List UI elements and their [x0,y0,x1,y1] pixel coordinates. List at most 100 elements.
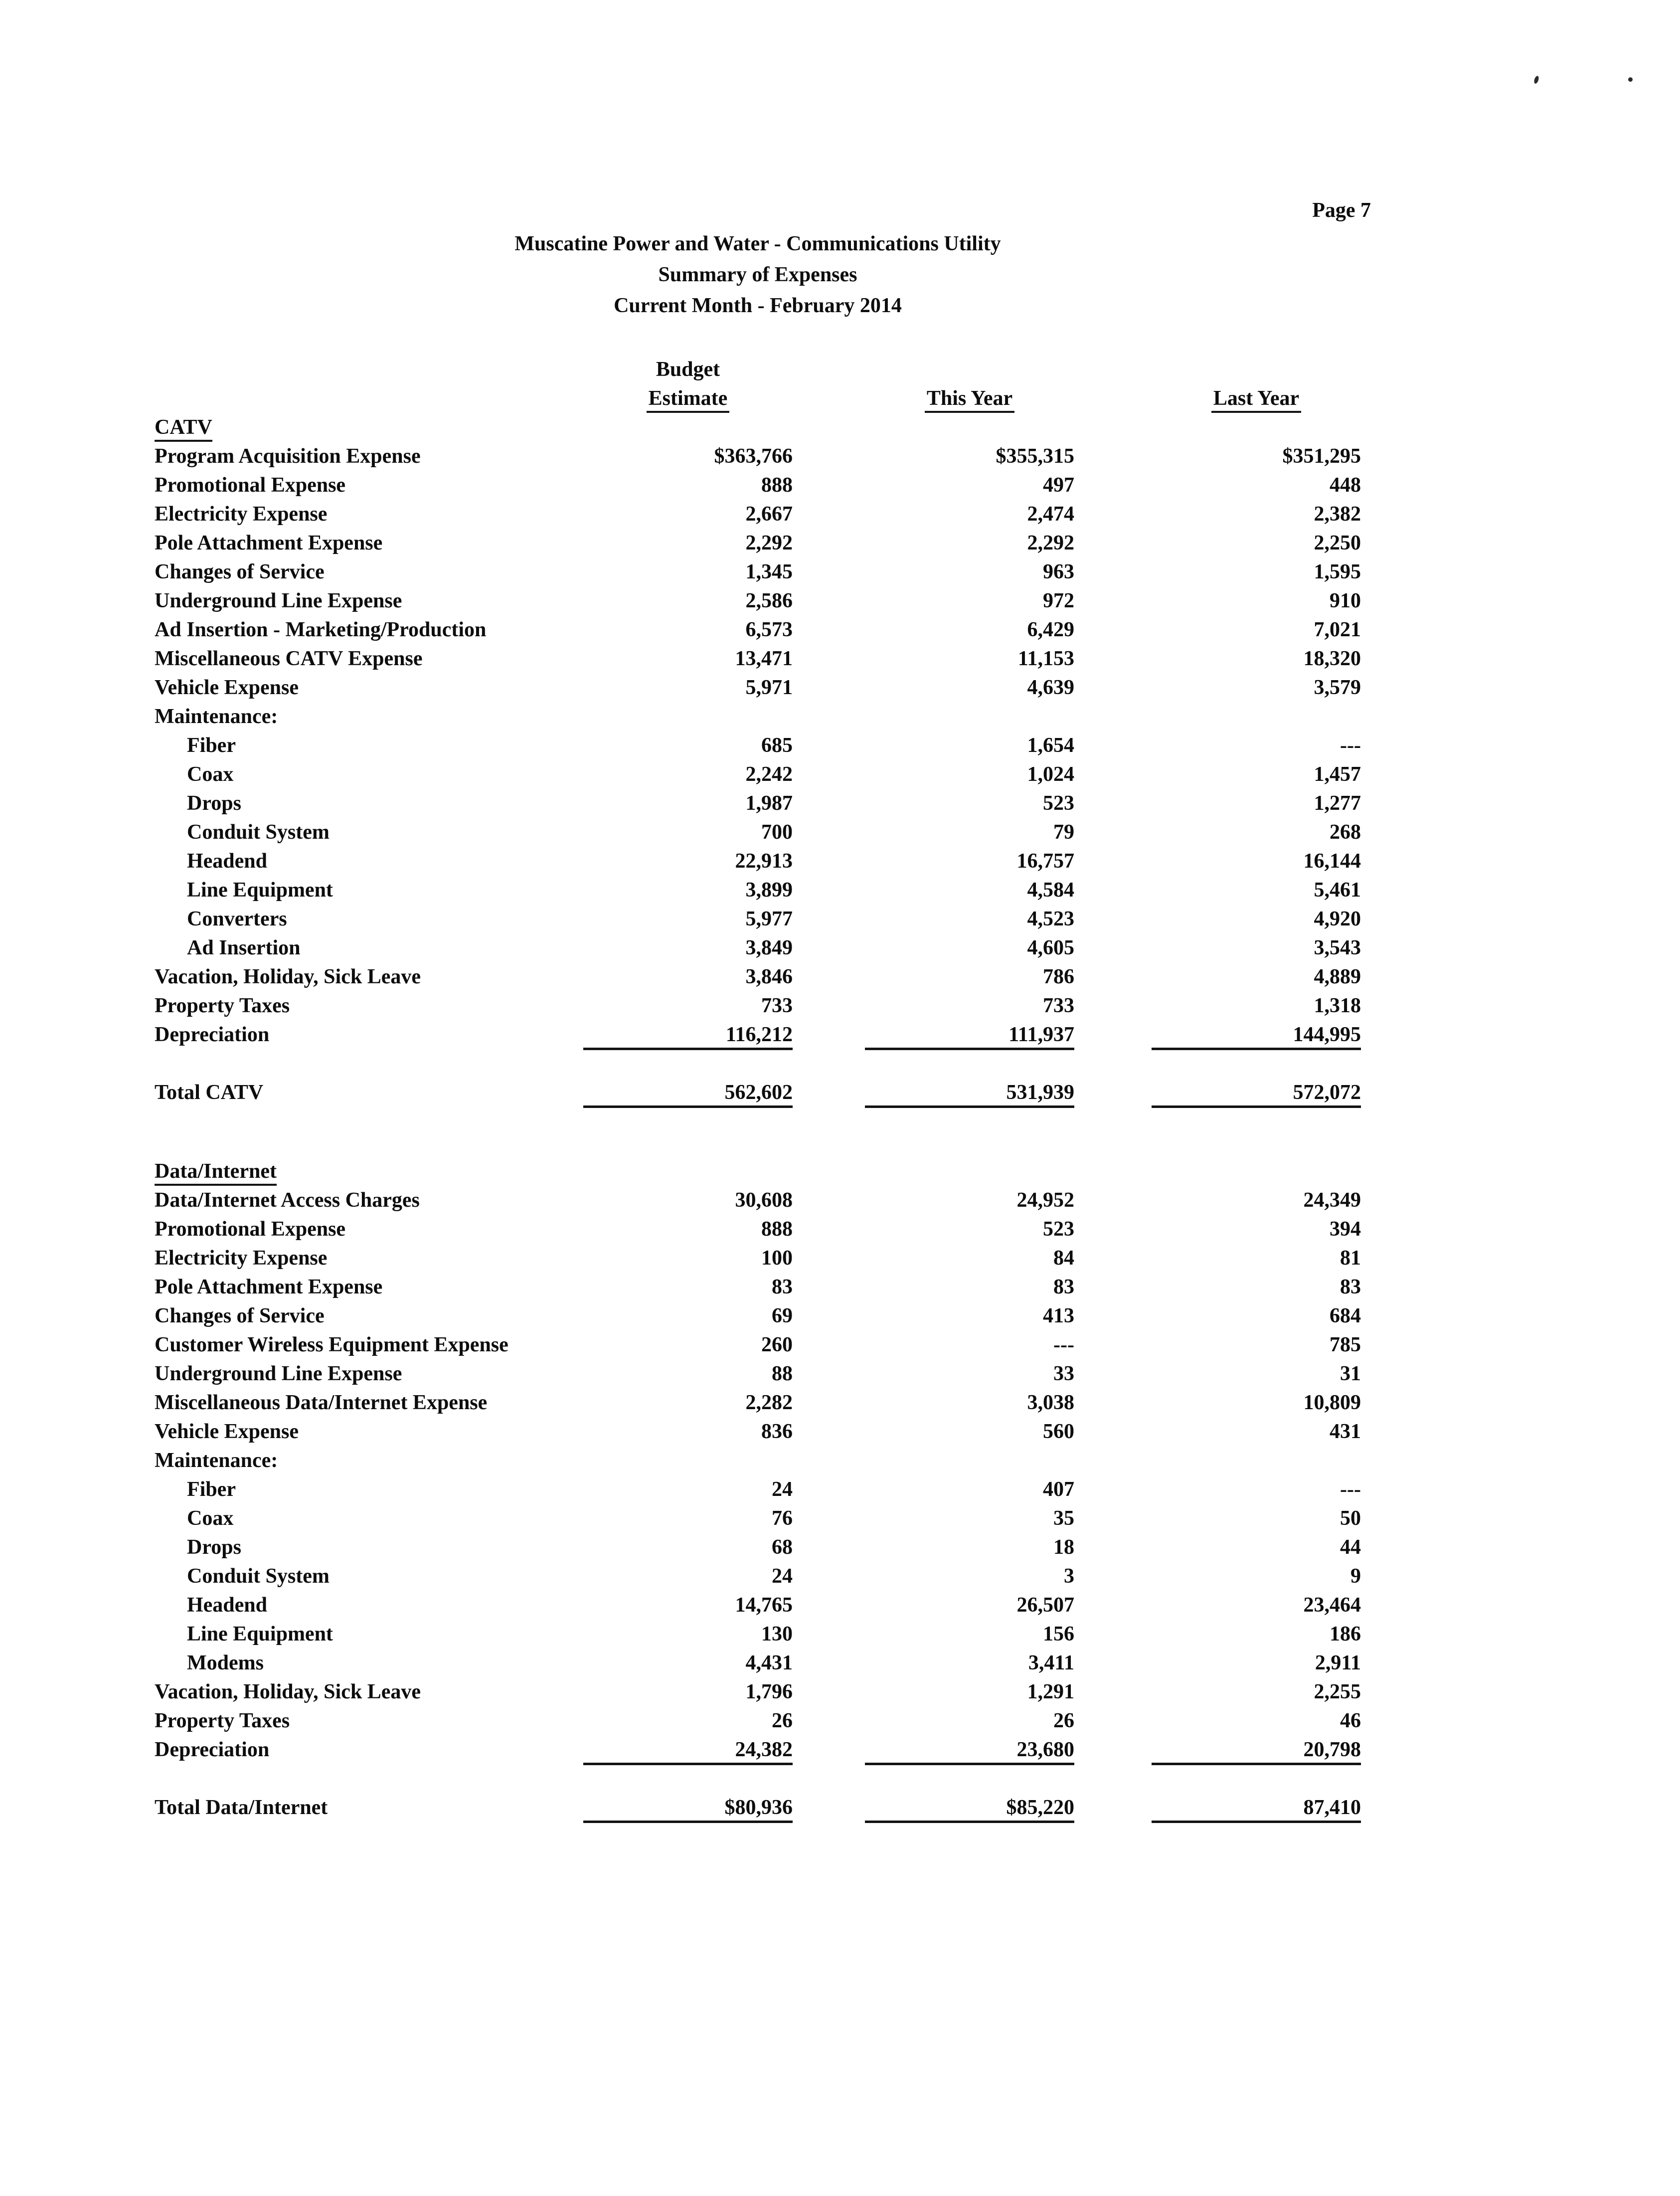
value-this-year: 1,291 [1027,1680,1075,1703]
row-label: Miscellaneous Data/Internet Expense [155,1391,488,1414]
table-row: Property Taxes 733 733 1,318 [155,991,1361,1020]
value-budget-estimate: 130 [761,1623,793,1646]
row-label: Headend [187,850,268,873]
table-row: Changes of Service 69 413 684 [155,1301,1361,1330]
row-label: Underground Line Expense [155,1362,402,1385]
value-last-year: 3,543 [1314,936,1361,959]
table-row: Fiber 24 407 --- [155,1475,1361,1504]
document-title-block: Muscatine Power and Water - Communicatio… [155,228,1361,321]
value-budget-estimate: $363,766 [714,445,793,468]
table-row: Modems 4,431 3,411 2,911 [155,1648,1361,1677]
value-budget-estimate: 100 [761,1247,793,1270]
row-label: Total Data/Internet [155,1796,328,1819]
value-last-year: 7,021 [1314,618,1361,641]
value-last-year: 1,277 [1314,792,1361,815]
value-budget-estimate: 1,796 [745,1680,793,1703]
value-this-year: 6,429 [1027,618,1075,641]
row-label: Electricity Expense [155,503,328,526]
value-this-year: $85,220 [865,1796,1074,1823]
value-last-year: 23,464 [1303,1594,1361,1617]
value-budget-estimate: 260 [761,1333,793,1356]
value-last-year: 16,144 [1303,850,1361,873]
total-row: Total Data/Internet $80,936 $85,220 87,410 [155,1793,1361,1823]
value-budget-estimate: $80,936 [583,1796,793,1823]
row-label: Vehicle Expense [155,1420,299,1443]
value-budget-estimate: 2,282 [745,1391,793,1414]
value-last-year: 46 [1340,1709,1361,1732]
value-last-year: --- [1340,734,1361,757]
value-last-year: 83 [1340,1276,1361,1298]
row-label: Promotional Expense [155,474,346,497]
row-label: Coax [187,1507,234,1530]
value-this-year: 786 [1043,965,1074,988]
value-this-year: 531,939 [865,1081,1074,1108]
value-this-year: 156 [1043,1623,1074,1646]
table-row: Coax 76 35 50 [155,1504,1361,1533]
table-row: Conduit System 24 3 9 [155,1562,1361,1591]
table-row: Headend 14,765 26,507 23,464 [155,1591,1361,1620]
table-row: Ad Insertion 3,849 4,605 3,543 [155,933,1361,962]
value-budget-estimate: 2,242 [745,763,793,786]
value-budget-estimate: 685 [761,734,793,757]
row-label: Customer Wireless Equipment Expense [155,1333,508,1356]
column-header-row: Estimate This Year Last Year [155,384,1361,413]
value-budget-estimate: 888 [761,1218,793,1241]
value-this-year: 1,024 [1027,763,1075,786]
table-row: Vehicle Expense 836 560 431 [155,1417,1361,1446]
table-row: Customer Wireless Equipment Expense 260 --… [155,1330,1361,1359]
value-budget-estimate: 22,913 [735,850,793,873]
table-row: Ad Insertion - Marketing/Production 6,573… [155,615,1361,644]
value-last-year: 910 [1330,589,1361,612]
row-label: Drops [187,1536,241,1559]
row-label: Miscellaneous CATV Expense [155,647,423,670]
spacer [155,1049,1361,1078]
column-header-budget: Budget [656,358,720,381]
value-this-year: 26 [1053,1709,1074,1732]
row-label: Line Equipment [187,1623,333,1646]
section-heading: Data/Internet [155,1160,277,1186]
value-last-year: 4,920 [1314,908,1361,930]
expense-table: Budget Estimate This Year Last Year CATV… [155,355,1361,1872]
value-last-year: 50 [1340,1507,1361,1530]
value-last-year: 431 [1330,1420,1361,1443]
value-last-year: $351,295 [1282,445,1361,468]
value-budget-estimate: 76 [772,1507,793,1530]
value-budget-estimate: 13,471 [735,647,793,670]
row-label: Data/Internet Access Charges [155,1189,420,1212]
table-row: Changes of Service 1,345 963 1,595 [155,557,1361,586]
table-row: Coax 2,242 1,024 1,457 [155,760,1361,789]
value-last-year: 2,250 [1314,532,1361,554]
value-budget-estimate: 836 [761,1420,793,1443]
value-last-year: 186 [1330,1623,1361,1646]
value-budget-estimate: 700 [761,821,793,844]
value-this-year: 560 [1043,1420,1074,1443]
table-row: Line Equipment 3,899 4,584 5,461 [155,876,1361,905]
total-row: Total CATV 562,602 531,939 572,072 [155,1078,1361,1108]
value-last-year: 44 [1340,1536,1361,1559]
table-row: Headend 22,913 16,757 16,144 [155,847,1361,876]
table-row: Promotional Expense 888 523 394 [155,1215,1361,1244]
value-budget-estimate: 88 [772,1362,793,1385]
table-row: Vehicle Expense 5,971 4,639 3,579 [155,673,1361,702]
value-budget-estimate: 3,846 [745,965,793,988]
row-label: Maintenance: [155,1449,278,1472]
value-this-year: --- [1053,1333,1074,1356]
scan-artifact [1628,77,1633,82]
value-this-year: 79 [1053,821,1074,844]
value-budget-estimate: 24 [772,1565,793,1588]
table-row: Line Equipment 130 156 186 [155,1620,1361,1648]
value-last-year: 144,995 [1152,1023,1361,1050]
document-period: Current Month - February 2014 [614,294,902,317]
value-budget-estimate: 888 [761,474,793,497]
value-budget-estimate: 733 [761,994,793,1017]
value-last-year: 684 [1330,1304,1361,1327]
row-label: Vehicle Expense [155,676,299,699]
section-heading: CATV [155,416,212,442]
table-row: Electricity Expense 2,667 2,474 2,382 [155,500,1361,529]
table-row: Vacation, Holiday, Sick Leave 1,796 1,291 2… [155,1677,1361,1706]
value-last-year: 572,072 [1152,1081,1361,1108]
row-label: Headend [187,1594,268,1617]
table-row: Converters 5,977 4,523 4,920 [155,905,1361,933]
table-row: Promotional Expense 888 497 448 [155,471,1361,500]
value-this-year: 33 [1053,1362,1074,1385]
